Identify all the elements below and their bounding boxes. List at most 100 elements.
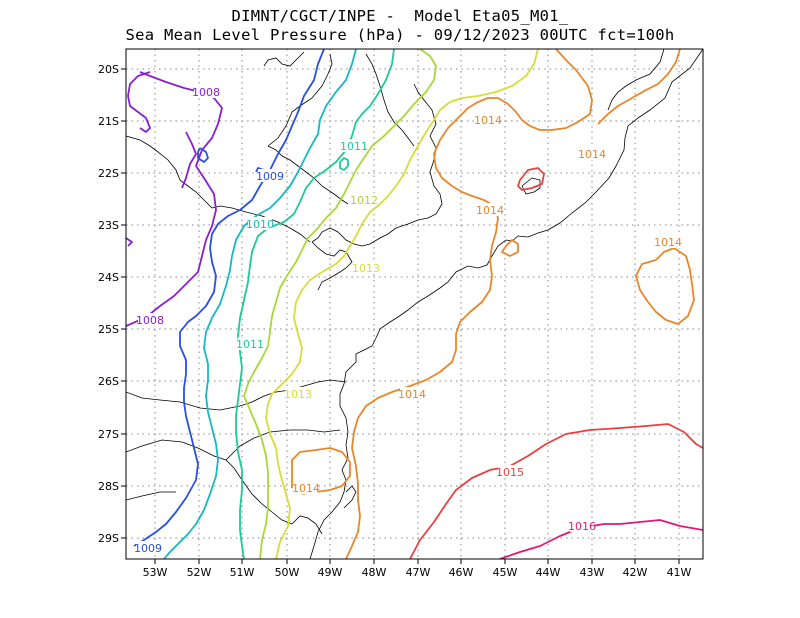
coastline-segment bbox=[263, 51, 305, 67]
isobar-1011 bbox=[339, 157, 349, 171]
coastline-segment bbox=[225, 429, 341, 461]
coastline-segment bbox=[343, 485, 357, 509]
contour-label-bg bbox=[342, 139, 366, 152]
contour-label-bg bbox=[478, 203, 502, 216]
coastline-segment bbox=[311, 83, 443, 247]
tick-label-lon: 53W bbox=[143, 566, 168, 579]
contour-label: 1014 bbox=[474, 114, 502, 127]
contour-label: 1010 bbox=[246, 218, 274, 231]
coastline-segment bbox=[607, 49, 665, 111]
contour-label: 1014 bbox=[578, 148, 606, 161]
contour-label-bg bbox=[286, 387, 310, 400]
contour-label: 1009 bbox=[134, 542, 162, 555]
contour-label: 1015 bbox=[496, 466, 524, 479]
isobar-1015 bbox=[517, 167, 545, 191]
isobar-1014 bbox=[501, 239, 519, 257]
coastline-segment bbox=[126, 439, 293, 525]
coastline-and-borders bbox=[126, 49, 703, 559]
coastline-segment bbox=[267, 53, 333, 147]
isobar-1014 bbox=[345, 49, 593, 559]
coastline-segment bbox=[126, 379, 347, 411]
contour-label: 1013 bbox=[284, 388, 312, 401]
tick-label-lat: 21S bbox=[98, 115, 119, 128]
tick-label-lon: 52W bbox=[187, 566, 212, 579]
tick-label-lon: 48W bbox=[362, 566, 387, 579]
isobar-1016 bbox=[499, 519, 703, 559]
contour-label: 1016 bbox=[568, 520, 596, 533]
isobar-1011 bbox=[235, 49, 395, 559]
chart-title-line2: Sea Mean Level Pressure (hPa) - 09/12/20… bbox=[125, 26, 675, 44]
contour-labels: 1008 1008 1009 1009 1010 1011 1011 1012 1013 1013… bbox=[134, 85, 682, 555]
coastline-segment bbox=[365, 53, 415, 147]
isobar-1010 bbox=[163, 49, 357, 559]
contour-label-bg bbox=[476, 113, 500, 126]
tick-label-lon: 49W bbox=[318, 566, 343, 579]
contour-label-bg bbox=[238, 337, 262, 350]
coastline-segment bbox=[521, 177, 541, 195]
isobar-1009 bbox=[133, 49, 325, 547]
contour-label-bg bbox=[294, 481, 318, 494]
coastline-segment bbox=[291, 515, 323, 535]
tick-label-lon: 51W bbox=[230, 566, 255, 579]
coastline-segment bbox=[211, 205, 311, 243]
isobar-1008 bbox=[181, 131, 197, 189]
isobar-1014 bbox=[291, 447, 351, 495]
contour-label-bg bbox=[656, 235, 680, 248]
tick-label-lat: 24S bbox=[98, 271, 119, 284]
graticule bbox=[126, 49, 703, 559]
contour-label-bg bbox=[248, 217, 272, 230]
contour-label-bg bbox=[194, 85, 218, 98]
contour-label: 1013 bbox=[352, 262, 380, 275]
tick-label-lat: 27S bbox=[98, 428, 119, 441]
contour-label-bg bbox=[580, 147, 604, 160]
contour-label: 1008 bbox=[192, 86, 220, 99]
isobar-1012 bbox=[243, 49, 437, 559]
tick-label-lon: 50W bbox=[275, 566, 300, 579]
map-frame bbox=[125, 48, 704, 560]
contour-label-bg bbox=[352, 193, 376, 206]
pressure-contours bbox=[126, 49, 703, 559]
isobar-1013 bbox=[265, 49, 539, 559]
coastline-segment bbox=[267, 145, 349, 205]
tick-label-lat: 26S bbox=[98, 375, 119, 388]
coastline-segment bbox=[126, 135, 213, 209]
tick-label-lat: 22S bbox=[98, 167, 119, 180]
contour-label-bg bbox=[258, 169, 282, 182]
tick-label-lon: 42W bbox=[623, 566, 648, 579]
tick-label-lat: 28S bbox=[98, 480, 119, 493]
isobar-1015 bbox=[409, 423, 703, 559]
contour-label-bg bbox=[498, 465, 522, 478]
tick-label-lat: 23S bbox=[98, 219, 119, 232]
isobar-1014 bbox=[597, 49, 681, 125]
contour-label-bg bbox=[400, 387, 424, 400]
contour-label: 1011 bbox=[236, 338, 264, 351]
tick-label-lat: 20S bbox=[98, 63, 119, 76]
tick-label-lat: 25S bbox=[98, 323, 119, 336]
tick-label-lon: 46W bbox=[449, 566, 474, 579]
contour-label: 1011 bbox=[340, 140, 368, 153]
contour-label: 1014 bbox=[398, 388, 426, 401]
coastline-segment bbox=[311, 241, 353, 291]
axis-ticks: 53W 52W 51W 50W 49W 48W 47W 46W 45W 44W 43W 42W 41W 2… bbox=[98, 63, 692, 579]
tick-label-lat: 29S bbox=[98, 532, 119, 545]
tick-label-lon: 41W bbox=[667, 566, 692, 579]
contour-label: 1009 bbox=[256, 170, 284, 183]
coastline-segment bbox=[126, 491, 176, 501]
contour-label: 1014 bbox=[476, 204, 504, 217]
contour-label-bg bbox=[138, 313, 162, 326]
isobar-1008 bbox=[126, 71, 223, 327]
contour-label-bg bbox=[570, 519, 594, 532]
tick-label-lon: 45W bbox=[493, 566, 518, 579]
tick-label-lon: 43W bbox=[580, 566, 605, 579]
contour-label: 1014 bbox=[654, 236, 682, 249]
isobar-1008 bbox=[127, 71, 151, 133]
contour-label-bg bbox=[136, 541, 160, 554]
tick-label-lon: 44W bbox=[536, 566, 561, 579]
contour-label: 1012 bbox=[350, 194, 378, 207]
isobar-1014 bbox=[635, 247, 695, 325]
contour-label: 1008 bbox=[136, 314, 164, 327]
isobar-1009 bbox=[197, 147, 209, 163]
contour-label: 1014 bbox=[292, 482, 320, 495]
tick-label-lon: 47W bbox=[406, 566, 431, 579]
